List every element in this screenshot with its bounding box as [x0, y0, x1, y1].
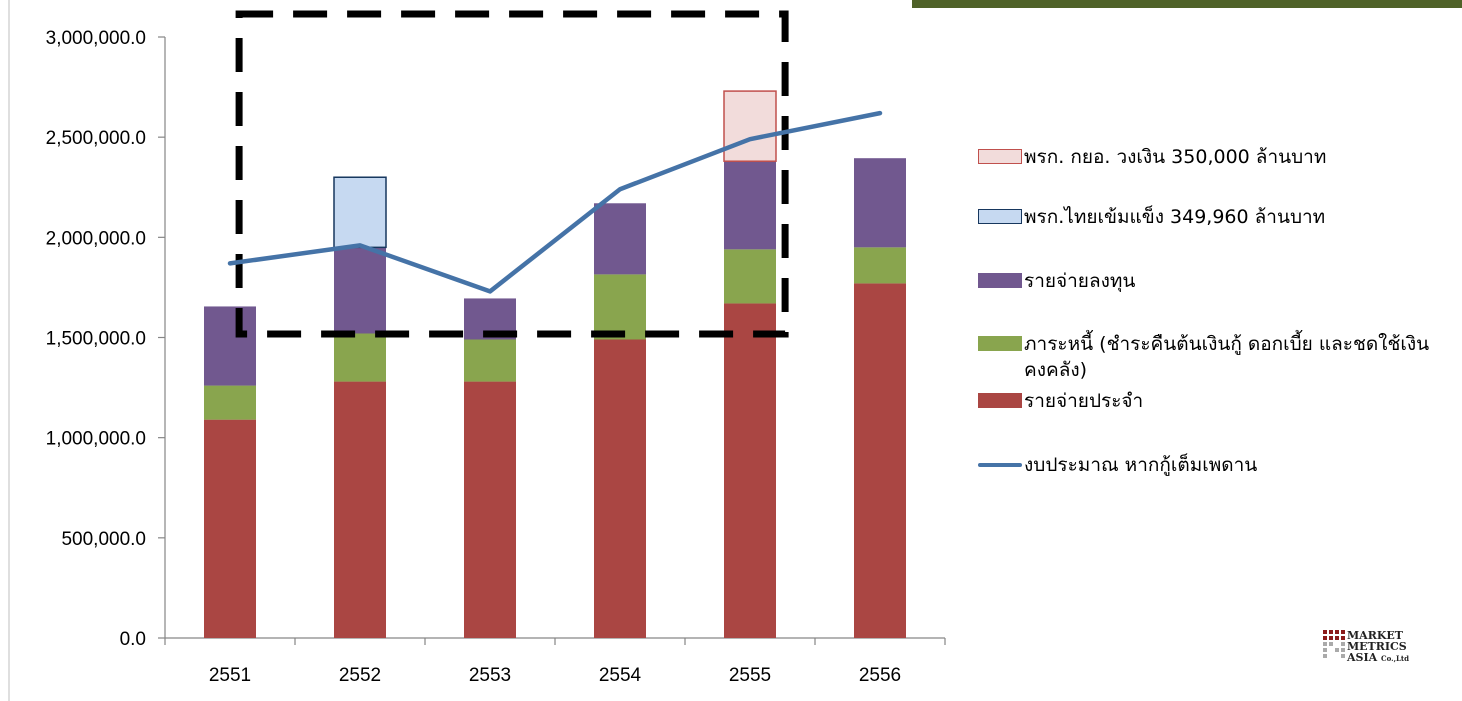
legend-item-kyo: พรก. กยอ. วงเงิน 350,000 ล้านบาท — [978, 144, 1462, 170]
bar-segment-1-2552 — [334, 333, 386, 382]
legend-item-thai-khem-khaeng: พรก.ไทยเข้มแข็ง 349,960 ล้านบาท — [978, 204, 1462, 230]
x-tick-label: 2556 — [859, 665, 901, 686]
bar-segment-1-2556 — [854, 247, 906, 284]
dashed-highlight-box — [235, 10, 789, 338]
header-bar-decoration — [912, 0, 1462, 8]
legend-label-recurrent: รายจ่ายประจำ — [1024, 390, 1144, 412]
logo-grid-icon — [1323, 630, 1345, 658]
y-tick-label: 2,500,000.0 — [46, 128, 146, 149]
logo-line-3: ASIA Co.,Ltd — [1347, 652, 1409, 664]
bar-segment-2-2556 — [854, 158, 906, 248]
legend-label-debt: ภาระหนี้ (ชำระคืนต้นเงินกู้ ดอกเบี้ย และ… — [1024, 333, 1430, 381]
legend-swatch-kyo — [978, 149, 1022, 164]
legend-item-recurrent: รายจ่ายประจำ — [978, 388, 1462, 414]
legend-item-budget-line: งบประมาณ หากกู้เต็มเพดาน — [978, 452, 1462, 478]
x-tick-label: 2551 — [209, 665, 251, 686]
bar-segment-0-2556 — [854, 283, 906, 638]
legend-swatch-thai-khem-khaeng — [978, 209, 1022, 224]
logo-line-3-main: ASIA — [1347, 651, 1378, 664]
logo-line-1: MARKET — [1347, 629, 1403, 642]
x-tick-label: 2553 — [469, 665, 511, 686]
bar-segment-0-2551 — [204, 419, 256, 638]
bar-segment-2-2555 — [724, 161, 776, 250]
bar-segment-1-2555 — [724, 249, 776, 304]
bar-segment-2-2552 — [334, 247, 386, 334]
y-tick-label: 1,000,000.0 — [46, 429, 146, 450]
bar-segment-0-2553 — [464, 381, 516, 638]
y-tick-label: 3,000,000.0 — [46, 28, 146, 49]
bar-segment-0-2552 — [334, 381, 386, 638]
legend-item-capital: รายจ่ายลงทุน — [978, 268, 1462, 294]
y-tick-label: 1,500,000.0 — [46, 329, 146, 350]
bar-segment-0-2554 — [594, 339, 646, 638]
legend-label-thai-khem-khaeng: พรก.ไทยเข้มแข็ง 349,960 ล้านบาท — [1024, 206, 1326, 228]
chart-legend: พรก. กยอ. วงเงิน 350,000 ล้านบาท พรก.ไทย… — [978, 146, 1462, 476]
bar-segment-2-2554 — [594, 203, 646, 275]
legend-swatch-debt — [978, 336, 1022, 351]
bar-segment-2-2551 — [204, 306, 256, 386]
x-tick-label: 2554 — [599, 665, 642, 686]
legend-label-capital: รายจ่ายลงทุน — [1024, 270, 1136, 292]
y-tick-label: 0.0 — [120, 629, 146, 650]
logo-suffix: Co.,Ltd — [1381, 654, 1410, 663]
legend-label-budget: งบประมาณ หากกู้เต็มเพดาน — [1024, 454, 1258, 476]
bar-segment-1-2551 — [204, 385, 256, 420]
budget-line — [227, 110, 883, 294]
logo-text: MARKET METRICS ASIA Co.,Ltd — [1347, 630, 1409, 664]
bar-segment-1-2553 — [464, 339, 516, 382]
y-tick-label: 2,000,000.0 — [46, 228, 146, 249]
legend-swatch-capital — [978, 273, 1022, 288]
bar-segment-4-2555 — [723, 90, 777, 162]
x-tick-label: 2552 — [339, 665, 381, 686]
legend-item-debt: ภาระหนี้ (ชำระคืนต้นเงินกู้ ดอกเบี้ย และ… — [978, 331, 1454, 383]
bar-segment-3-2552 — [333, 176, 387, 249]
bar-segment-0-2555 — [724, 303, 776, 638]
legend-swatch-recurrent — [978, 393, 1022, 408]
logo-line-2: METRICS — [1347, 640, 1407, 653]
market-metrics-logo: MARKET METRICS ASIA Co.,Ltd — [1323, 628, 1443, 668]
legend-line-budget — [978, 463, 1022, 467]
bar-segment-1-2554 — [594, 274, 646, 340]
legend-label-kyo: พรก. กยอ. วงเงิน 350,000 ล้านบาท — [1024, 146, 1327, 168]
y-tick-label: 500,000.0 — [61, 529, 146, 550]
x-tick-label: 2555 — [729, 665, 771, 686]
